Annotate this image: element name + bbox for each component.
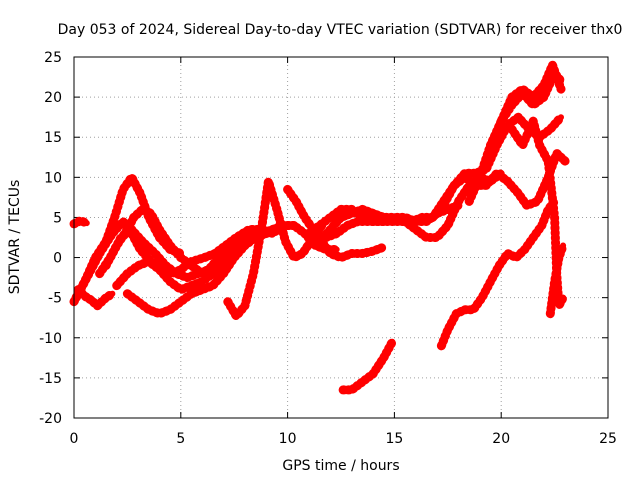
x-tick-label: 15 — [385, 431, 403, 447]
grid-lines — [74, 57, 608, 418]
series-markers-arc-19 — [436, 196, 560, 351]
y-axis-label: SDTVAR / TECUs — [7, 180, 23, 295]
x-tick-label: 20 — [492, 431, 510, 447]
series-markers-arc-10 — [283, 184, 387, 263]
y-tick-label: 25 — [44, 50, 62, 66]
y-tick-labels: -20 -15 -10 -5 0 5 10 15 20 25 — [39, 50, 62, 427]
series-markers-arc-9 — [223, 176, 327, 321]
y-tick-label: -10 — [39, 331, 62, 347]
series-group — [69, 60, 570, 395]
y-tick-label: 10 — [44, 170, 62, 186]
plot-frame — [73, 56, 609, 419]
chart-title: Day 053 of 2024, Sidereal Day-to-day VTE… — [58, 22, 623, 38]
series-markers-arc-5 — [95, 221, 342, 283]
y-tick-label: -5 — [48, 291, 62, 307]
series-markers-arc-20 — [545, 241, 568, 319]
series-markers-arc-7 — [122, 225, 282, 319]
y-tick-label: 5 — [53, 210, 62, 226]
x-tick-labels: 0 5 10 15 20 25 — [70, 431, 617, 447]
y-tick-label: 0 — [53, 251, 62, 267]
series-markers-arc-16 — [486, 60, 566, 158]
y-tick-label: 20 — [44, 90, 62, 106]
x-tick-label: 25 — [599, 431, 617, 447]
series-markers-arc-3 — [73, 285, 117, 311]
x-axis-label: GPS time / hours — [282, 458, 399, 474]
series-markers-arc-15 — [464, 68, 566, 206]
y-tick-label: 15 — [44, 130, 62, 146]
x-tick-label: 10 — [279, 431, 297, 447]
x-tick-label: 0 — [70, 431, 79, 447]
y-tick-label: -15 — [39, 371, 62, 387]
axis-ticks — [73, 56, 609, 419]
x-tick-label: 5 — [176, 431, 185, 447]
series-markers-arc-8 — [101, 204, 250, 279]
series-markers-arc-17 — [507, 116, 568, 311]
y-tick-label: -20 — [39, 411, 62, 427]
series-markers-arc-6 — [112, 257, 228, 295]
series-markers-arc-4 — [69, 216, 92, 229]
series-markers-arc-18 — [338, 337, 397, 395]
